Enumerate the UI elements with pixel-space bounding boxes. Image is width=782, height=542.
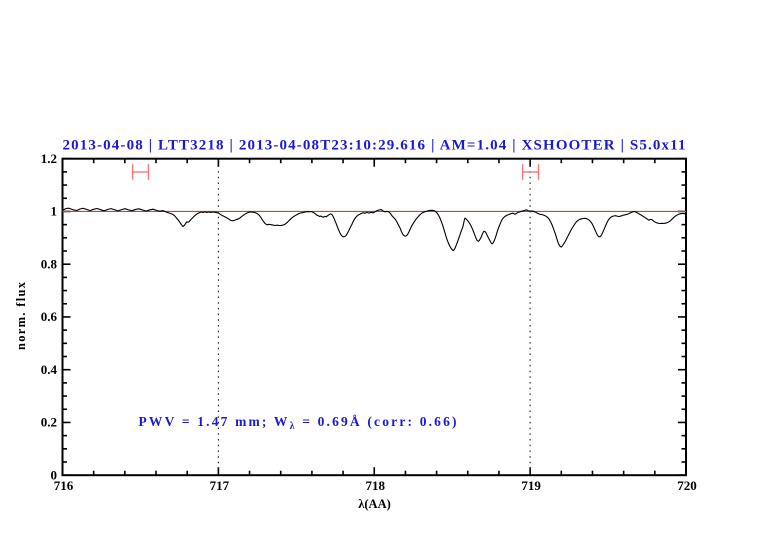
svg-text:720: 720 — [677, 478, 697, 493]
svg-text:1: 1 — [51, 204, 58, 219]
svg-text:0: 0 — [51, 467, 58, 482]
svg-text:2013-04-08 | LTT3218 | 2013-04: 2013-04-08 | LTT3218 | 2013-04-08T23:10:… — [63, 138, 686, 154]
svg-text:norm. flux: norm. flux — [14, 281, 28, 350]
svg-text:1.2: 1.2 — [41, 151, 57, 166]
svg-text:0.8: 0.8 — [41, 256, 58, 271]
svg-text:716: 716 — [54, 478, 74, 493]
svg-text:719: 719 — [521, 478, 541, 493]
svg-text:PWV = 1.47 mm; Wλ = 0.69Å (cor: PWV = 1.47 mm; Wλ = 0.69Å (corr: 0.66) — [139, 414, 457, 432]
svg-text:0.2: 0.2 — [41, 415, 57, 430]
svg-text:0.6: 0.6 — [41, 309, 58, 324]
svg-text:718: 718 — [365, 478, 385, 493]
svg-text:717: 717 — [210, 478, 230, 493]
svg-text:λ(AA): λ(AA) — [358, 497, 391, 511]
svg-text:0.4: 0.4 — [41, 362, 58, 377]
